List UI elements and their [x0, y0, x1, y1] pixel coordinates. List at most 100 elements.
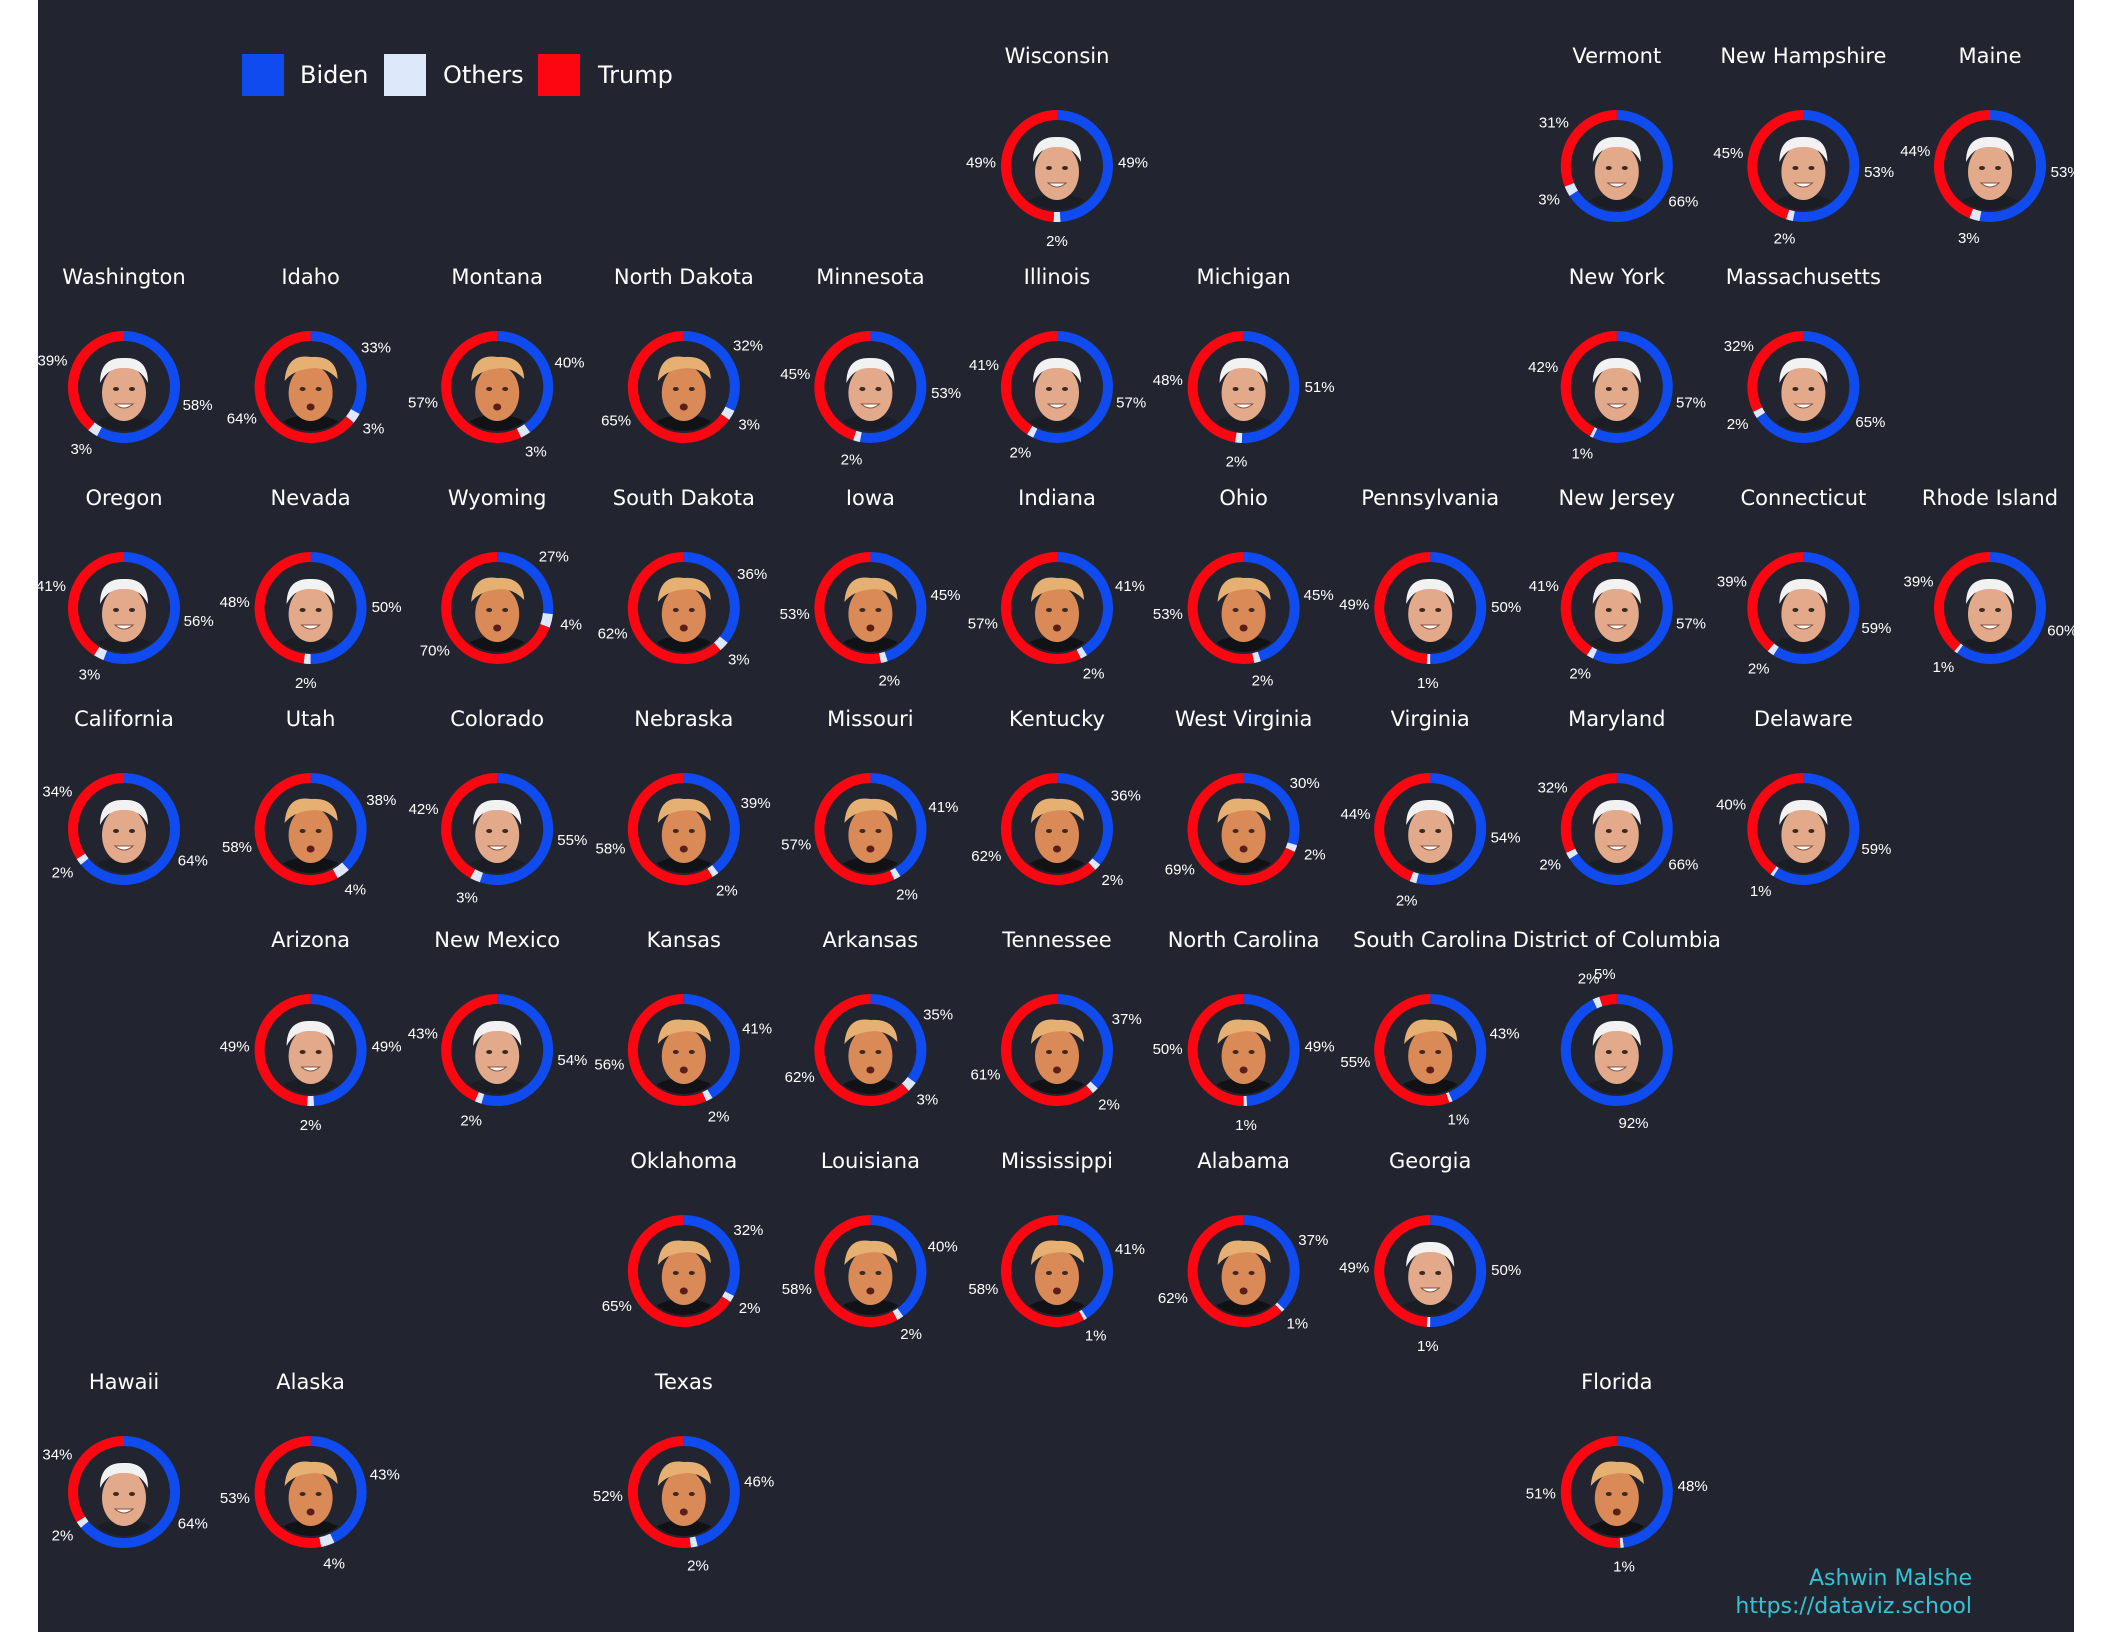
state-louisiana[interactable]: Louisiana 40% 2% 58% [782, 1149, 958, 1343]
michigan-others-arc [1234, 432, 1243, 443]
state-maryland[interactable]: Maryland 66% 2% 32% [1538, 707, 1699, 889]
state-indiana[interactable]: Indiana 41% 2% 57% [968, 486, 1145, 683]
state-tennessee[interactable]: Tennessee 37% 2% 61% [970, 928, 1141, 1113]
indiana-biden-arc [1056, 552, 1113, 656]
state-texas[interactable]: Texas 46% 2% 52% [593, 1370, 774, 1575]
new-mexico-trump-pct: 43% [408, 1025, 438, 1042]
new-jersey-biden-pct: 57% [1676, 616, 1706, 633]
connecticut-others-arc [1767, 643, 1779, 656]
oregon-trump-pct: 41% [36, 578, 66, 595]
florida-biden-pct: 48% [1678, 1478, 1708, 1495]
florida-trump-pct: 51% [1526, 1485, 1556, 1502]
state-virginia[interactable]: Virginia 54% 2% 44% [1340, 707, 1520, 909]
nebraska-others-pct: 2% [716, 883, 738, 900]
state-florida[interactable]: Florida 48% 1% 51% [1526, 1370, 1708, 1576]
state-oklahoma[interactable]: Oklahoma 32% 2% 65% [602, 1149, 764, 1331]
state-west-virginia[interactable]: West Virginia 30% 2% 69% [1165, 707, 1326, 889]
state-alaska[interactable]: Alaska 43% 4% 53% [220, 1370, 400, 1572]
state-arkansas[interactable]: Arkansas 35% 3% 62% [785, 928, 953, 1110]
alaska-trump-pct: 53% [220, 1490, 250, 1507]
state-missouri[interactable]: Missouri 41% 2% 57% [781, 707, 958, 904]
new-hampshire-trump-arc [1747, 110, 1804, 220]
state-michigan[interactable]: Michigan 51% 2% 48% [1153, 265, 1335, 471]
state-nebraska[interactable]: Nebraska 39% 2% 58% [595, 707, 770, 900]
biden-portrait-icon [80, 1448, 168, 1536]
state-nevada[interactable]: Nevada 50% 2% 48% [220, 486, 402, 692]
north-dakota-others-pct: 3% [738, 417, 760, 434]
trump-portrait-icon [1013, 1227, 1101, 1315]
kansas-biden-pct: 41% [742, 1021, 772, 1038]
state-north-carolina[interactable]: North Carolina 49% 1% 50% [1153, 928, 1335, 1134]
west-virginia-trump-pct: 69% [1165, 861, 1195, 878]
georgia-biden-arc [1430, 1215, 1487, 1327]
state-delaware[interactable]: Delaware 59% 1% 40% [1716, 707, 1891, 900]
state-washington[interactable]: Washington 58% 3% 39% [37, 265, 212, 458]
oklahoma-others-pct: 2% [739, 1300, 761, 1317]
state-name-colorado: Colorado [450, 707, 544, 731]
maine-biden-pct: 53% [2051, 164, 2081, 181]
state-idaho[interactable]: Idaho 33% 3% 64% [227, 265, 391, 447]
state-connecticut[interactable]: Connecticut 59% 2% 39% [1717, 486, 1892, 677]
biden-portrait-icon [1386, 564, 1475, 652]
state-south-carolina[interactable]: South Carolina 43% 1% 55% [1340, 928, 1519, 1129]
alaska-biden-pct: 43% [370, 1466, 400, 1483]
florida-biden-arc [1616, 1436, 1673, 1548]
state-new-jersey[interactable]: New Jersey 57% 2% 41% [1529, 486, 1706, 683]
kentucky-biden-arc [1056, 773, 1113, 865]
biden-portrait-icon [1386, 1227, 1475, 1315]
state-massachusetts[interactable]: Massachusetts 65% 2% 32% [1724, 265, 1886, 447]
state-name-utah: Utah [286, 707, 336, 731]
illinois-biden-pct: 57% [1116, 395, 1146, 412]
state-new-hampshire[interactable]: New Hampshire 53% 2% 45% [1713, 44, 1894, 248]
state-wyoming[interactable]: Wyoming 27% 4% 70% [420, 486, 582, 668]
connecticut-biden-arc [1773, 552, 1860, 664]
nebraska-trump-arc [627, 773, 713, 885]
state-illinois[interactable]: Illinois 57% 2% 41% [969, 265, 1146, 462]
georgia-others-pct: 1% [1417, 1338, 1439, 1355]
state-alabama[interactable]: Alabama 37% 1% 62% [1158, 1149, 1328, 1333]
state-name-new-mexico: New Mexico [434, 928, 560, 952]
trump-portrait-icon [639, 1448, 728, 1536]
state-colorado[interactable]: Colorado 55% 3% 42% [409, 707, 588, 907]
state-arizona[interactable]: Arizona 49% 2% 49% [220, 928, 402, 1134]
state-north-dakota[interactable]: North Dakota 32% 3% 65% [601, 265, 763, 447]
state-new-mexico[interactable]: New Mexico 54% 2% 43% [408, 928, 588, 1129]
state-vermont[interactable]: Vermont 66% 3% 31% [1538, 44, 1698, 226]
delaware-trump-pct: 40% [1716, 796, 1746, 813]
state-maine[interactable]: Maine 53% 3% 44% [1900, 44, 2080, 247]
state-montana[interactable]: Montana 40% 3% 57% [408, 265, 585, 460]
state-georgia[interactable]: Georgia 50% 1% 49% [1339, 1149, 1521, 1355]
hawaii-others-arc [76, 1516, 89, 1528]
state-utah[interactable]: Utah 38% 4% 58% [222, 707, 396, 898]
arizona-biden-pct: 49% [372, 1039, 402, 1056]
district-of-columbia-others-pct: 2% [1578, 970, 1600, 987]
state-hawaii[interactable]: Hawaii 64% 2% 34% [42, 1370, 208, 1552]
state-kansas[interactable]: Kansas 41% 2% 56% [594, 928, 772, 1126]
florida-trump-arc [1560, 1436, 1621, 1548]
state-kentucky[interactable]: Kentucky 36% 2% 62% [971, 707, 1141, 889]
new-hampshire-others-arc [1786, 209, 1795, 222]
state-mississippi[interactable]: Mississippi 41% 1% 58% [968, 1149, 1145, 1344]
state-ohio[interactable]: Ohio 45% 2% 53% [1153, 486, 1334, 690]
west-virginia-biden-arc [1243, 773, 1300, 846]
state-oregon[interactable]: Oregon 56% 3% 41% [36, 486, 214, 684]
state-california[interactable]: California 64% 2% 34% [42, 707, 208, 889]
state-minnesota[interactable]: Minnesota 53% 2% 45% [780, 265, 961, 469]
state-district-of-columbia[interactable]: District of Columbia 92% 2%5% [1513, 928, 1721, 1132]
california-trump-pct: 34% [42, 783, 72, 800]
state-new-york[interactable]: New York 57% 1% 42% [1528, 265, 1706, 463]
california-others-pct: 2% [52, 865, 74, 882]
florida-others-pct: 1% [1613, 1559, 1635, 1576]
biden-portrait-icon [1013, 122, 1101, 210]
state-iowa[interactable]: Iowa 45% 2% 53% [780, 486, 961, 690]
maine-biden-arc [1979, 110, 2046, 222]
state-south-dakota[interactable]: South Dakota 36% 3% 62% [598, 486, 768, 668]
state-rhode-island[interactable]: Rhode Island 60% 1% 39% [1903, 486, 2077, 676]
new-hampshire-biden-arc [1792, 110, 1860, 222]
trump-portrait-icon [1013, 1006, 1101, 1094]
state-wisconsin[interactable]: Wisconsin 49% 2% 49% [966, 44, 1148, 250]
michigan-others-pct: 2% [1226, 454, 1248, 471]
state-pennsylvania[interactable]: Pennsylvania 50% 1% 49% [1339, 486, 1521, 692]
biden-portrait-icon [453, 1006, 542, 1094]
credit-url[interactable]: https://dataviz.school [1735, 1594, 1972, 1619]
